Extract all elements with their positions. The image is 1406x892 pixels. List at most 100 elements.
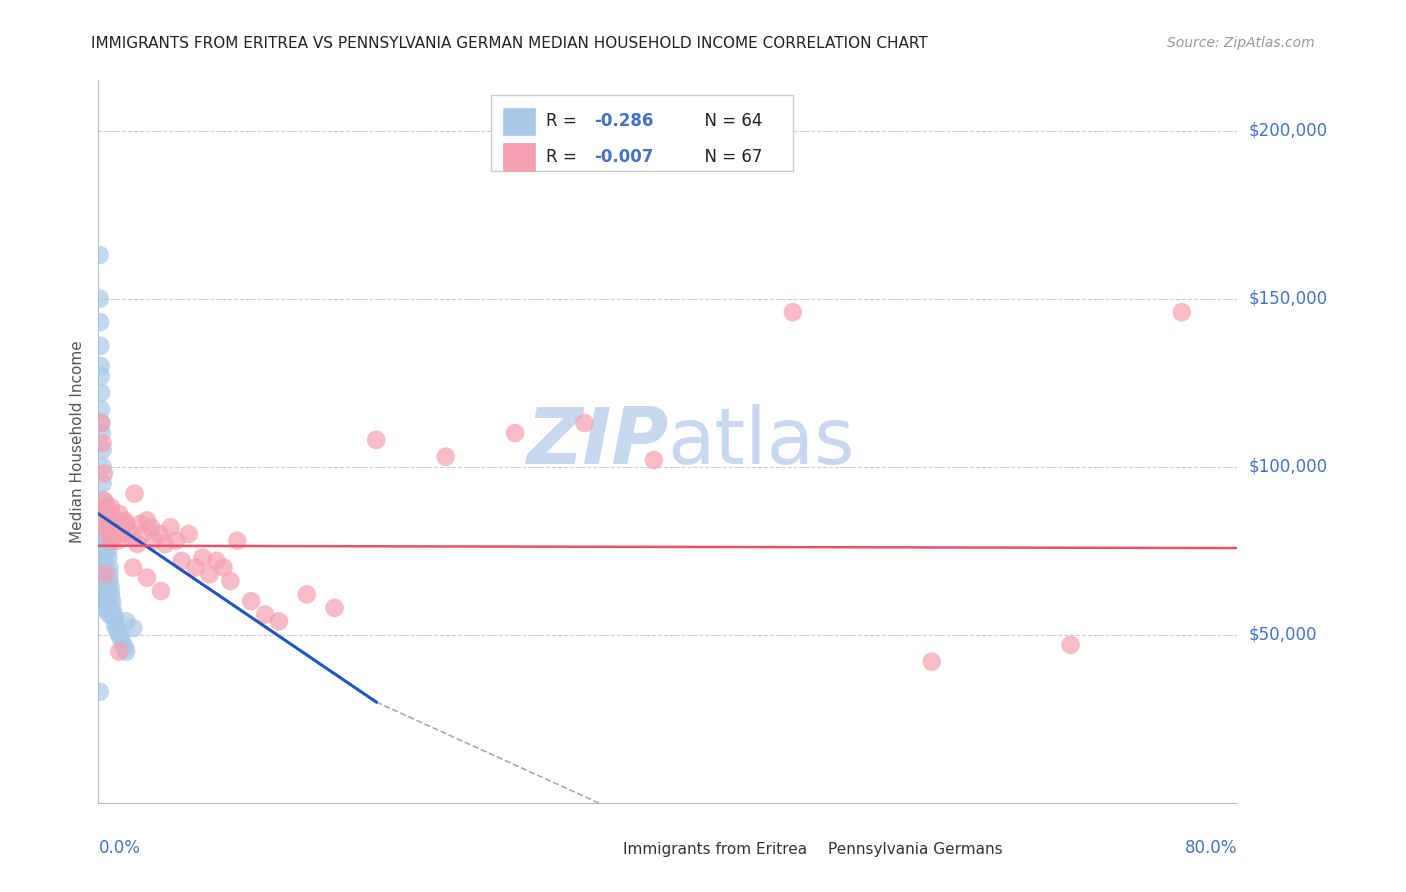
Point bbox=[100, 533, 122, 548]
Point bbox=[97, 543, 120, 558]
Point bbox=[159, 520, 181, 534]
Point bbox=[148, 527, 170, 541]
Point bbox=[110, 631, 132, 645]
Point bbox=[782, 305, 804, 319]
Text: $100,000: $100,000 bbox=[1249, 458, 1327, 475]
Point bbox=[122, 621, 145, 635]
Point bbox=[108, 644, 131, 658]
Point bbox=[89, 685, 111, 699]
Y-axis label: Median Household Income: Median Household Income bbox=[69, 340, 84, 543]
Point bbox=[1059, 638, 1081, 652]
Text: $200,000: $200,000 bbox=[1249, 121, 1327, 140]
FancyBboxPatch shape bbox=[491, 95, 793, 170]
Bar bbox=[503, 144, 534, 170]
Point bbox=[96, 600, 118, 615]
Point bbox=[89, 554, 111, 568]
Point bbox=[93, 550, 115, 565]
Point bbox=[90, 385, 112, 400]
Point bbox=[93, 493, 115, 508]
Point bbox=[110, 516, 132, 531]
Bar bbox=[792, 838, 817, 861]
Point bbox=[90, 560, 112, 574]
Point bbox=[89, 339, 111, 353]
Point bbox=[91, 459, 114, 474]
Point bbox=[98, 520, 121, 534]
Point bbox=[104, 617, 127, 632]
Point bbox=[98, 510, 121, 524]
Point bbox=[100, 587, 122, 601]
Point bbox=[97, 550, 120, 565]
Point bbox=[96, 520, 118, 534]
Point bbox=[89, 315, 111, 329]
Point bbox=[104, 520, 127, 534]
Point bbox=[94, 577, 117, 591]
Point bbox=[96, 500, 118, 514]
Text: 0.0%: 0.0% bbox=[98, 838, 141, 857]
Point bbox=[153, 537, 176, 551]
Point bbox=[94, 584, 117, 599]
Point bbox=[89, 541, 111, 555]
Point bbox=[129, 516, 152, 531]
Point bbox=[170, 554, 193, 568]
Point bbox=[149, 584, 172, 599]
Point bbox=[323, 600, 346, 615]
Bar bbox=[586, 838, 612, 861]
Point bbox=[101, 600, 124, 615]
Point bbox=[118, 524, 141, 538]
Point bbox=[115, 516, 138, 531]
Point bbox=[105, 621, 128, 635]
Point bbox=[94, 567, 117, 582]
Point bbox=[93, 467, 115, 481]
Point bbox=[97, 507, 120, 521]
Point bbox=[90, 416, 112, 430]
Point bbox=[198, 567, 221, 582]
Point bbox=[94, 503, 117, 517]
Point bbox=[97, 527, 120, 541]
Text: R =: R = bbox=[546, 112, 582, 130]
Point bbox=[90, 402, 112, 417]
Point bbox=[141, 520, 163, 534]
Point bbox=[107, 533, 129, 548]
Point bbox=[574, 416, 596, 430]
Point bbox=[136, 571, 159, 585]
Point bbox=[101, 533, 124, 548]
Point bbox=[122, 560, 145, 574]
Point bbox=[96, 604, 118, 618]
Point bbox=[89, 533, 111, 548]
Point bbox=[366, 433, 388, 447]
Point bbox=[90, 574, 112, 588]
Point bbox=[105, 527, 128, 541]
Point bbox=[98, 567, 121, 582]
Point bbox=[93, 537, 115, 551]
Text: Immigrants from Eritrea: Immigrants from Eritrea bbox=[623, 842, 807, 857]
Text: R =: R = bbox=[546, 148, 582, 166]
Point bbox=[100, 581, 122, 595]
Point bbox=[91, 516, 114, 531]
Point bbox=[91, 442, 114, 457]
Point bbox=[89, 248, 111, 262]
Point bbox=[132, 527, 155, 541]
Point bbox=[219, 574, 242, 588]
Text: 80.0%: 80.0% bbox=[1185, 838, 1237, 857]
Text: N = 64: N = 64 bbox=[695, 112, 762, 130]
Point bbox=[89, 292, 111, 306]
Point bbox=[136, 514, 159, 528]
Point bbox=[103, 510, 125, 524]
Point bbox=[93, 558, 115, 572]
Point bbox=[143, 533, 166, 548]
Point bbox=[115, 644, 138, 658]
Point bbox=[434, 450, 457, 464]
Point bbox=[93, 543, 115, 558]
Point bbox=[643, 453, 665, 467]
Point bbox=[94, 564, 117, 578]
Point bbox=[127, 537, 149, 551]
Point bbox=[93, 587, 115, 601]
Point bbox=[90, 416, 112, 430]
Point bbox=[165, 533, 187, 548]
Text: $150,000: $150,000 bbox=[1249, 290, 1327, 308]
Point bbox=[98, 607, 121, 622]
Point bbox=[111, 520, 134, 534]
Point bbox=[97, 533, 120, 548]
Text: $50,000: $50,000 bbox=[1249, 626, 1317, 644]
Point bbox=[90, 359, 112, 373]
